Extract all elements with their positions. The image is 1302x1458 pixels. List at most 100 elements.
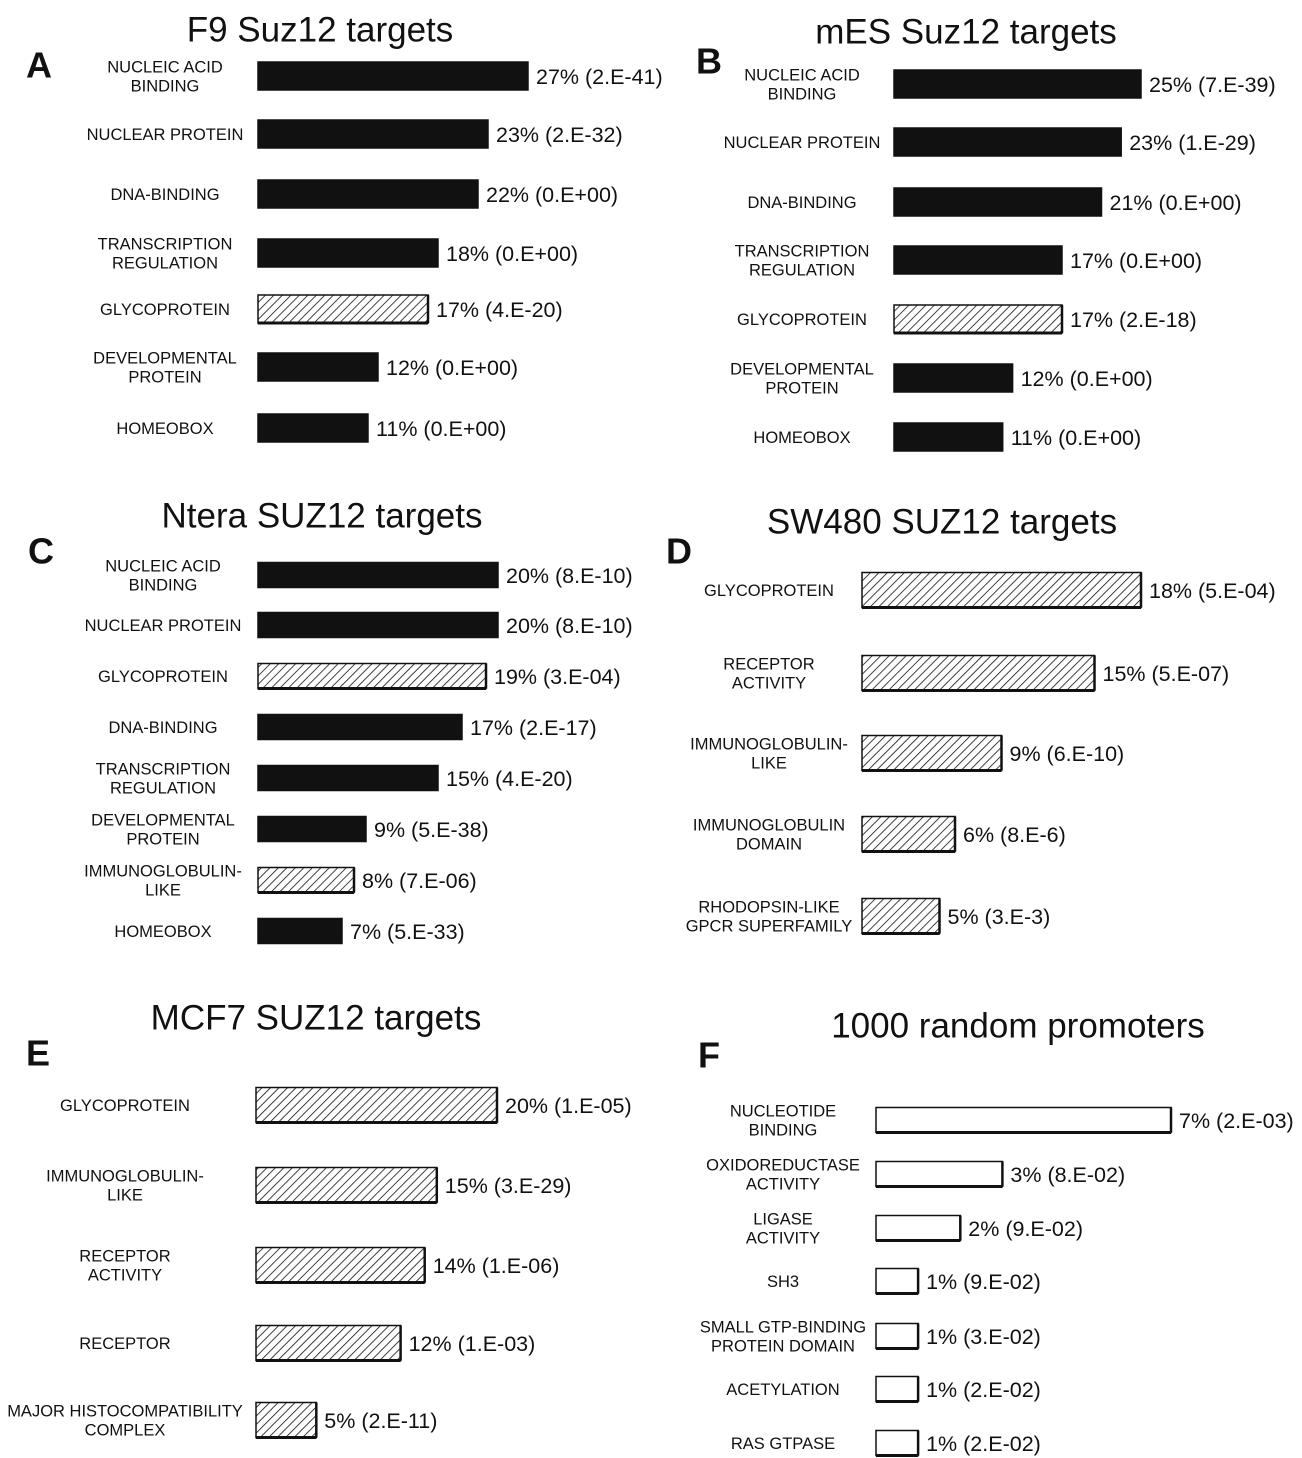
data-label: 9% (5.E-38) bbox=[374, 818, 489, 842]
data-label: 14% (1.E-06) bbox=[433, 1254, 560, 1278]
data-label: 15% (4.E-20) bbox=[446, 767, 573, 791]
data-label: 25% (7.E-39) bbox=[1149, 73, 1276, 97]
panel-c-row: NUCLEIC ACID BINDING 20% (8.E-10) bbox=[105, 558, 632, 595]
category-label: IMMUNOGLOBULIN-LIKE bbox=[690, 736, 848, 773]
category-label: DEVELOPMENTAL PROTEIN bbox=[93, 350, 237, 387]
data-label: 22% (0.E+00) bbox=[486, 183, 618, 207]
panel-f-letter: F bbox=[698, 1035, 720, 1076]
category-label: TRANSCRIPTION REGULATION bbox=[96, 761, 231, 798]
panel-d-row: GLYCOPROTEIN 18% (5.E-04) bbox=[704, 571, 1276, 609]
bar bbox=[257, 713, 463, 741]
category-label: RAS GTPASE bbox=[731, 1435, 835, 1453]
bar bbox=[257, 352, 379, 382]
panel-f-row: OXIDOREDUCTASE ACTIVITY 3% (8.E-02) bbox=[706, 1157, 1125, 1194]
category-label: GLYCOPROTEIN bbox=[100, 301, 230, 319]
data-label: 5% (2.E-11) bbox=[324, 1409, 437, 1433]
data-label: 21% (0.E+00) bbox=[1110, 191, 1242, 215]
panel-b-row: NUCLEIC ACID BINDING 25% (7.E-39) bbox=[744, 67, 1275, 104]
panel-e-row: IMMUNOGLOBULIN-LIKE 15% (3.E-29) bbox=[46, 1166, 571, 1205]
bar bbox=[893, 422, 1004, 452]
category-label: DNA-BINDING bbox=[747, 194, 856, 212]
panel-d-letter: D bbox=[666, 531, 692, 572]
category-label: DEVELOPMENTAL PROTEIN bbox=[730, 361, 874, 398]
category-label: TRANSCRIPTION REGULATION bbox=[735, 243, 870, 280]
data-label: 17% (2.E-18) bbox=[1070, 308, 1197, 332]
bar bbox=[893, 304, 1063, 334]
panel-d-row: RHODOPSIN-LIKE GPCR SUPERFAMILY 5% (3.E-3) bbox=[686, 897, 1050, 936]
data-label: 3% (8.E-02) bbox=[1010, 1163, 1125, 1187]
bar bbox=[257, 662, 487, 690]
panel-c-row: HOMEOBOX 7% (5.E-33) bbox=[114, 917, 465, 945]
panel-c-row: IMMUNOGLOBULIN-LIKE 8% (7.E-06) bbox=[84, 863, 477, 900]
category-label: RECEPTOR ACTIVITY bbox=[79, 1248, 170, 1285]
bar bbox=[861, 654, 1096, 692]
panel-b-row: DNA-BINDING 21% (0.E+00) bbox=[747, 187, 1242, 217]
bar bbox=[875, 1429, 919, 1457]
category-label: NUCLEAR PROTEIN bbox=[87, 126, 244, 144]
bar bbox=[255, 1246, 426, 1284]
bar bbox=[257, 238, 439, 268]
panel-a-row: NUCLEIC ACID BINDING 27% (2.E-41) bbox=[107, 59, 662, 96]
bar bbox=[257, 561, 499, 589]
panel-f-title: 1000 random promoters bbox=[831, 1006, 1205, 1045]
category-label: DNA-BINDING bbox=[110, 186, 219, 204]
bar bbox=[257, 917, 343, 945]
category-label: GLYCOPROTEIN bbox=[737, 311, 867, 329]
panel-b-row: GLYCOPROTEIN 17% (2.E-18) bbox=[737, 304, 1197, 335]
panel-b-row: TRANSCRIPTION REGULATION 17% (0.E+00) bbox=[735, 243, 1202, 280]
bar bbox=[255, 1086, 498, 1124]
panel-e-title: MCF7 SUZ12 targets bbox=[151, 998, 482, 1037]
category-label: ACETYLATION bbox=[726, 1381, 839, 1399]
panel-a-row: DNA-BINDING 22% (0.E+00) bbox=[110, 179, 618, 209]
category-label: NUCLEOTIDE BINDING bbox=[730, 1103, 836, 1140]
bar bbox=[257, 413, 369, 443]
category-label: IMMUNOGLOBULIN-LIKE bbox=[84, 863, 242, 900]
panel-a-row: HOMEOBOX 11% (0.E+00) bbox=[116, 413, 506, 443]
bar bbox=[257, 611, 499, 639]
panel-c-row: NUCLEAR PROTEIN 20% (8.E-10) bbox=[85, 611, 633, 639]
data-label: 11% (0.E+00) bbox=[1011, 426, 1141, 450]
category-label: DEVELOPMENTAL PROTEIN bbox=[91, 812, 235, 849]
category-label: HOMEOBOX bbox=[114, 923, 211, 941]
bar bbox=[875, 1267, 919, 1295]
bar bbox=[861, 815, 956, 853]
category-label: RECEPTOR ACTIVITY bbox=[723, 656, 814, 693]
category-label: NUCLEAR PROTEIN bbox=[85, 617, 242, 635]
panel-e-letter: E bbox=[26, 1033, 50, 1074]
panel-d: D SW480 SUZ12 targets GLYCOPROTEIN 18% (5.E… bbox=[666, 502, 1276, 935]
category-label: DNA-BINDING bbox=[108, 719, 217, 737]
category-label: HOMEOBOX bbox=[753, 429, 850, 447]
bar bbox=[861, 897, 941, 935]
panel-d-row: IMMUNOGLOBULIN DOMAIN 6% (8.E-6) bbox=[693, 815, 1066, 854]
panel-b-title: mES Suz12 targets bbox=[815, 12, 1117, 51]
data-label: 18% (0.E+00) bbox=[446, 242, 578, 266]
bar bbox=[893, 127, 1122, 157]
data-label: 20% (8.E-10) bbox=[506, 614, 633, 638]
panel-c-row: DEVELOPMENTAL PROTEIN 9% (5.E-38) bbox=[91, 812, 489, 849]
data-label: 1% (2.E-02) bbox=[926, 1432, 1041, 1456]
panel-a-row: TRANSCRIPTION REGULATION 18% (0.E+00) bbox=[98, 236, 578, 273]
bar bbox=[875, 1375, 919, 1403]
data-label: 12% (0.E+00) bbox=[386, 356, 518, 380]
data-label: 12% (0.E+00) bbox=[1021, 367, 1153, 391]
panel-f-row: SH3 1% (9.E-02) bbox=[767, 1267, 1041, 1295]
data-label: 1% (3.E-02) bbox=[926, 1325, 1041, 1349]
panel-d-row: RECEPTOR ACTIVITY 15% (5.E-07) bbox=[723, 654, 1229, 693]
category-label: RECEPTOR bbox=[79, 1335, 170, 1353]
data-label: 7% (5.E-33) bbox=[350, 920, 465, 944]
category-label: SMALL GTP-BINDING PROTEIN DOMAIN bbox=[700, 1319, 866, 1356]
panel-a-letter: A bbox=[26, 45, 52, 86]
category-label: HOMEOBOX bbox=[116, 420, 213, 438]
panel-b-letter: B bbox=[696, 41, 722, 82]
bar bbox=[861, 734, 1003, 772]
category-label: NUCLEIC ACID BINDING bbox=[744, 67, 860, 104]
panel-c-row: GLYCOPROTEIN 19% (3.E-04) bbox=[98, 662, 621, 690]
data-label: 23% (2.E-32) bbox=[496, 123, 623, 147]
category-label: LIGASE ACTIVITY bbox=[746, 1211, 820, 1248]
data-label: 19% (3.E-04) bbox=[494, 665, 621, 689]
data-label: 8% (7.E-06) bbox=[362, 869, 477, 893]
category-label: RHODOPSIN-LIKE GPCR SUPERFAMILY bbox=[686, 899, 853, 936]
bar bbox=[875, 1106, 1172, 1134]
